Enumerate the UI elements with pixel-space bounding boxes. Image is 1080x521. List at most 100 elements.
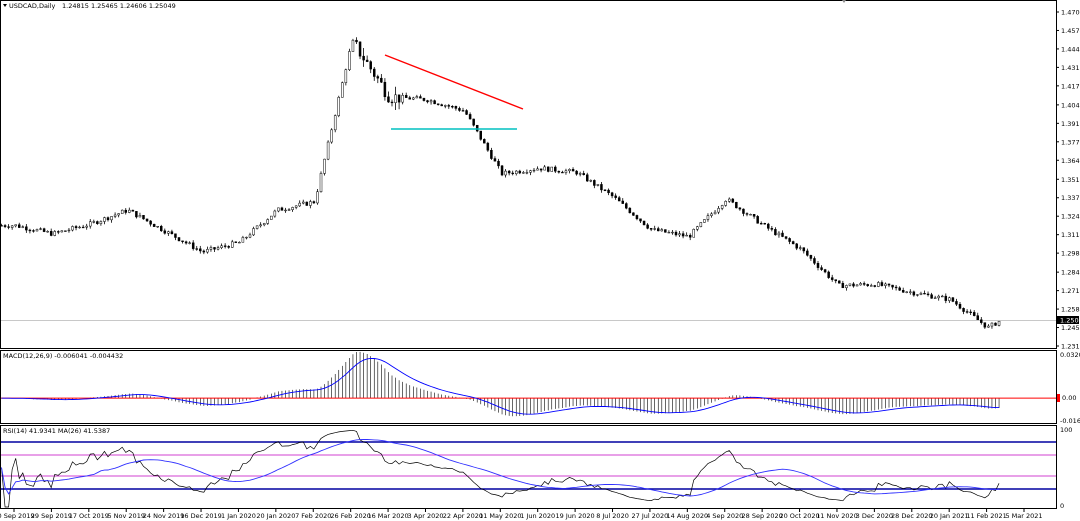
date-axis-label: 19 Jun 2020 (556, 512, 595, 520)
price-axis-label: 1.45740 (1061, 27, 1080, 35)
candle-body (546, 166, 550, 172)
candle-body (681, 233, 685, 237)
candle-body (713, 211, 717, 215)
macd-title: MACD(12,26,9) -0.006041 -0.004432 (3, 352, 123, 360)
candle-body (909, 291, 912, 293)
macd-zero-tag (1057, 394, 1060, 402)
candle-body (191, 242, 195, 249)
scroll-marker-icon[interactable] (842, 0, 846, 3)
date-axis-label: 26 Feb 2020 (330, 512, 370, 520)
price-axis-label: 1.33780 (1061, 194, 1080, 202)
candle-body (390, 101, 394, 104)
candle-body (291, 207, 294, 210)
macd-axis-top: 0.032018 (1060, 351, 1080, 359)
candle-body (486, 142, 490, 151)
candle-body (312, 201, 316, 204)
candle-body (7, 226, 10, 228)
candle-body (277, 207, 280, 212)
candle-body (649, 228, 653, 230)
candle-body (866, 284, 869, 287)
candle-body (294, 205, 298, 208)
candle-body (603, 189, 607, 191)
candle-body (81, 226, 85, 229)
date-axis-label: 17 Oct 2019 (69, 512, 109, 520)
price-axis: 1.47060 1.45740 1.44420 1.43100 1.41780 1.404… (1056, 9, 1080, 351)
resistance-trendline[interactable] (384, 54, 524, 110)
candle-body (674, 231, 678, 236)
candle-body (582, 173, 585, 176)
candle-body (731, 198, 735, 203)
candle-body (14, 224, 17, 227)
candle-body (103, 217, 106, 222)
candle-body (621, 200, 624, 204)
candle-body (610, 192, 614, 197)
candle-body (720, 205, 724, 209)
candle-body (348, 51, 351, 70)
candle-body (980, 319, 983, 323)
candle-body (958, 303, 962, 309)
candle-body (74, 226, 78, 229)
candle-body (951, 297, 955, 302)
candle-body (607, 189, 610, 194)
macd-axis-zero: 0.00 (1062, 394, 1076, 402)
candle-body (884, 283, 887, 286)
candle-body (568, 169, 571, 172)
candle-body (451, 106, 454, 108)
date-axis-label: 20 Jan 2021 (930, 512, 969, 520)
candle-body (85, 225, 88, 228)
candle-body (688, 234, 692, 238)
candle-body (859, 283, 862, 286)
candle-body (788, 238, 791, 242)
candle-body (419, 96, 422, 99)
candle-body (394, 94, 397, 103)
candle-body (25, 226, 28, 231)
candle-body (994, 322, 997, 326)
date-axis-label: 14 Aug 2020 (667, 512, 709, 520)
candle-body (522, 172, 525, 174)
candle-body (117, 213, 120, 216)
candle-body (852, 283, 855, 287)
date-axis-label: 5 Mar 2021 (1005, 512, 1042, 520)
candle-body (373, 68, 376, 77)
candle-body (223, 245, 227, 247)
candle-body (128, 209, 131, 213)
candle-body (387, 96, 390, 103)
candle-body (53, 231, 56, 236)
candle-body (515, 170, 518, 174)
candle-body (586, 174, 589, 182)
candle-body (770, 228, 774, 230)
candle-body (646, 224, 649, 229)
price-axis-label: 1.24500 (1061, 324, 1080, 332)
candle-body (550, 166, 553, 172)
candle-body (710, 213, 713, 216)
candle-body (497, 160, 500, 167)
candle-body (152, 223, 156, 227)
candle-body (696, 226, 699, 230)
candle-body (401, 95, 404, 103)
price-axis-label: 1.31140 (1061, 231, 1080, 239)
candle-body (493, 158, 497, 162)
date-axis-label: 3 Apr 2020 (407, 512, 443, 520)
candle-body (447, 105, 451, 107)
candle-body (678, 233, 681, 236)
candle-body (67, 229, 71, 232)
candle-body (351, 39, 355, 52)
candle-body (106, 217, 110, 221)
rsi-axis-top: 100 (1060, 426, 1072, 434)
candle-body (184, 241, 188, 244)
candle-body (511, 172, 514, 175)
candle-body (302, 201, 305, 204)
candle-body (703, 219, 706, 223)
price-axis-label: 1.44420 (1061, 45, 1080, 53)
candle-body (142, 215, 145, 220)
price-axis-label: 1.36460 (1061, 157, 1080, 165)
candle-body (287, 209, 291, 211)
date-axis-label: 3 Dec 2020 (856, 512, 893, 520)
triangle-down-icon[interactable] (3, 4, 7, 7)
candle-body (319, 173, 323, 193)
candle-body (71, 226, 74, 231)
price-axis-label: 1.47060 (1061, 9, 1080, 17)
current-price-tag (1057, 316, 1079, 324)
current-price-label: 1.25049 (1060, 317, 1080, 325)
